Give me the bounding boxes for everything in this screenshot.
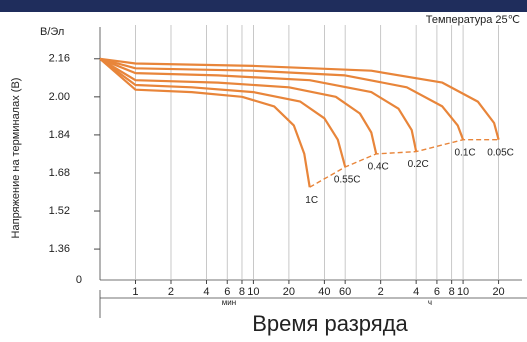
line-series <box>99 57 418 152</box>
x-tick-label: 2 <box>378 286 384 298</box>
y-tick-label: 1.84 <box>49 129 70 141</box>
x-tick-label: 40 <box>318 286 330 298</box>
series-label: 0.55C <box>334 175 361 186</box>
y-tick-label: 2.16 <box>49 53 70 65</box>
line-series <box>99 57 465 141</box>
x-tick-label: 20 <box>492 286 504 298</box>
x-tick-label: 1 <box>132 286 138 298</box>
y-tick-label: 1.36 <box>49 243 70 255</box>
y-axis-title: Напряжение на терминалах (В) <box>10 78 22 239</box>
y-tick-label: 2.00 <box>49 91 70 103</box>
y-origin-label: 0 <box>76 274 82 286</box>
x-tick-label: 2 <box>168 286 174 298</box>
x-tick-label: 4 <box>413 286 419 298</box>
y-tick-label: 1.68 <box>49 167 70 179</box>
series-label: 0.2C <box>408 159 429 170</box>
x-tick-label: 10 <box>247 286 259 298</box>
x-tick-label: 8 <box>239 286 245 298</box>
cutoff-line <box>309 139 499 188</box>
series-label: 0.1C <box>455 147 476 158</box>
x-tick-label: 6 <box>224 286 230 298</box>
x-tick-label: 8 <box>449 286 455 298</box>
line-series <box>99 57 378 155</box>
y-tick-label: 1.52 <box>49 205 70 217</box>
x-tick-label: 60 <box>339 286 351 298</box>
y-unit: В/Эл <box>40 26 64 38</box>
x-tick-label: 10 <box>457 286 469 298</box>
x-tick-label: 20 <box>283 286 295 298</box>
line-series <box>99 57 347 168</box>
annotation: Температура 25℃ <box>426 14 520 26</box>
header-bar <box>0 0 527 12</box>
x-unit: ч <box>428 298 432 307</box>
line-series <box>99 57 311 188</box>
x-unit: мин <box>222 298 236 307</box>
x-tick-label: 6 <box>434 286 440 298</box>
series-label: 0.4C <box>368 162 389 173</box>
x-tick-label: 4 <box>203 286 209 298</box>
series-label: 1C <box>305 195 318 206</box>
series-label: 0.05C <box>487 147 514 158</box>
line-series <box>99 57 500 140</box>
x-axis-title: Время разряда <box>252 311 408 336</box>
